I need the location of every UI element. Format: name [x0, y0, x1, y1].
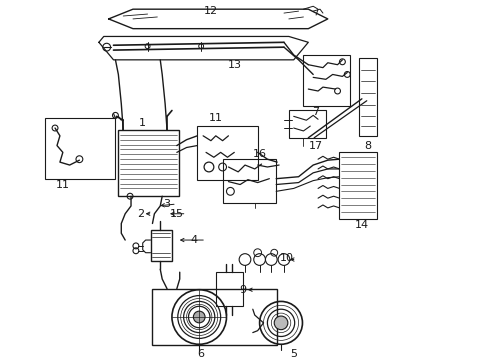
Text: 2: 2 [137, 209, 145, 219]
Text: 3: 3 [164, 199, 171, 209]
Text: 11: 11 [209, 113, 223, 123]
Text: 13: 13 [228, 60, 242, 70]
Text: 11: 11 [56, 180, 70, 189]
Circle shape [274, 316, 288, 330]
Text: 4: 4 [191, 235, 198, 245]
Text: 12: 12 [204, 6, 218, 16]
Text: 8: 8 [364, 140, 371, 150]
Bar [289, 111, 326, 138]
Text: 1: 1 [139, 118, 146, 128]
Bar [119, 130, 179, 196]
Bar [45, 118, 116, 179]
Text: 7: 7 [313, 107, 319, 117]
Bar [340, 152, 376, 219]
Bar [197, 126, 258, 180]
Text: 15: 15 [170, 209, 184, 219]
Text: 17: 17 [309, 140, 323, 150]
Circle shape [194, 311, 205, 323]
Bar [152, 289, 277, 345]
Text: 5: 5 [290, 349, 297, 359]
Bar [222, 159, 276, 203]
Text: 16: 16 [253, 149, 267, 159]
Bar [216, 272, 243, 306]
Bar [303, 55, 350, 105]
Text: 10: 10 [280, 253, 294, 262]
Bar [150, 230, 172, 261]
Bar [359, 58, 376, 136]
Text: 14: 14 [355, 220, 369, 230]
Text: 6: 6 [197, 349, 205, 359]
Text: 9: 9 [240, 285, 246, 295]
